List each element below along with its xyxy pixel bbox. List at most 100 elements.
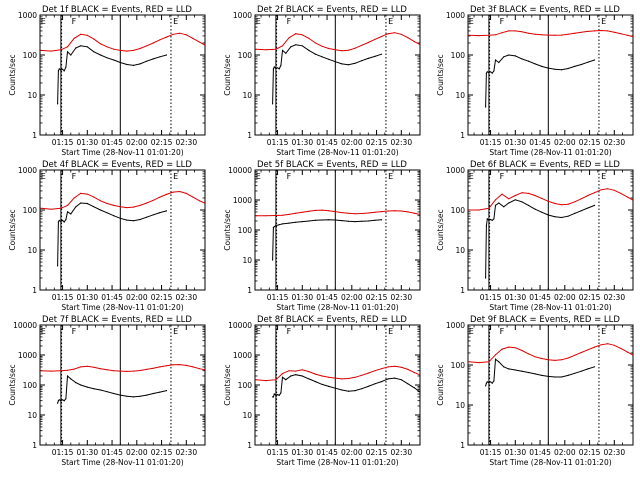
lld-series-line-point bbox=[80, 366, 82, 368]
events-series-line-point bbox=[314, 381, 317, 383]
events-series-line-point bbox=[521, 58, 523, 60]
lld-series-line-point bbox=[50, 370, 52, 372]
x-tick-label: 02:15 bbox=[366, 448, 388, 457]
events-series-line-point bbox=[541, 65, 543, 67]
events-series-line-point bbox=[374, 383, 376, 385]
panel-title: Det 2f BLACK = Events, RED = LLD bbox=[257, 5, 407, 15]
events-series-line-point bbox=[574, 372, 576, 374]
events-series-line-point bbox=[272, 396, 274, 398]
y-tick-label: 1000 bbox=[18, 351, 37, 360]
lld-series-line-point bbox=[93, 196, 95, 198]
events-series-line-point bbox=[308, 49, 310, 52]
events-series-line-point bbox=[587, 207, 589, 209]
y-tick-label: 10 bbox=[242, 91, 252, 100]
lld-series-line-point bbox=[328, 376, 330, 378]
events-series-line-point bbox=[75, 206, 77, 208]
x-tick-label: 01:45 bbox=[316, 448, 338, 457]
events-series-line-point bbox=[281, 49, 284, 52]
lld-series-line-point bbox=[631, 35, 634, 38]
events-series-line-point bbox=[60, 220, 62, 222]
events-series-line-point bbox=[272, 227, 274, 229]
events-series-line-point bbox=[63, 400, 65, 402]
x-tick-label: 02:30 bbox=[603, 293, 625, 302]
events-series-line-point bbox=[334, 61, 336, 63]
lld-series-line-point bbox=[86, 365, 88, 367]
events-series-line-point bbox=[485, 382, 487, 384]
events-series-line-point bbox=[119, 394, 121, 396]
lld-series-line-point bbox=[275, 48, 277, 50]
marker-label-e: E bbox=[601, 17, 606, 26]
events-series-line-point bbox=[488, 72, 490, 74]
lld-series-line-point bbox=[139, 369, 141, 372]
events-series-line-point bbox=[527, 204, 530, 206]
lld-series-line-point bbox=[281, 45, 284, 47]
lld-series-line-point bbox=[580, 198, 582, 200]
lld-series-line-point bbox=[560, 34, 563, 36]
events-series-line-point bbox=[314, 219, 317, 221]
y-axis-label: Counts/sec bbox=[436, 54, 445, 95]
lld-series-line-point bbox=[400, 33, 402, 35]
lld-series-line-point bbox=[295, 212, 297, 214]
x-tick-label: 02:30 bbox=[603, 138, 625, 147]
lld-series-line-point bbox=[560, 204, 563, 206]
lld-series-line-point bbox=[567, 203, 569, 205]
lld-series-line-point bbox=[400, 210, 402, 212]
events-series-line-point bbox=[485, 385, 487, 387]
events-series-line-point bbox=[494, 204, 497, 206]
events-series-line-point bbox=[341, 63, 343, 65]
lld-series-line-point bbox=[587, 194, 589, 197]
marker-label-f: F bbox=[72, 327, 77, 336]
panel-3: Det 3f BLACK = Events, RED = LLD 1 10 100 10… bbox=[436, 5, 634, 157]
lld-series-line-point bbox=[185, 364, 187, 366]
lld-series-line-point bbox=[321, 209, 323, 211]
events-series-line-point bbox=[374, 219, 376, 221]
y-tick-label: 10 bbox=[242, 256, 252, 265]
y-axis-label: Counts/sec bbox=[8, 209, 17, 250]
events-series-line-point bbox=[70, 378, 72, 380]
events-series-line-point bbox=[272, 259, 274, 261]
lld-series-line-point bbox=[413, 41, 416, 43]
x-tick-label: 01:45 bbox=[529, 448, 551, 457]
events-series-line-point bbox=[534, 373, 536, 375]
lld-series-line-point bbox=[265, 380, 267, 382]
lld-series-line-point bbox=[574, 32, 576, 34]
x-tick-label: 01:30 bbox=[76, 293, 98, 302]
events-series-line-point bbox=[334, 219, 336, 221]
events-series-line-point bbox=[63, 70, 65, 72]
lld-series-line-point bbox=[488, 361, 490, 363]
events-series-line-point bbox=[139, 63, 141, 65]
x-tick-label: 02:15 bbox=[579, 138, 601, 147]
lld-series-line-point bbox=[534, 194, 536, 197]
events-series-line-point bbox=[275, 67, 277, 70]
y-axis-label: Counts/sec bbox=[436, 364, 445, 405]
events-series-line-point bbox=[361, 388, 363, 390]
lld-series-line-point bbox=[580, 31, 582, 33]
lld-series-line-point bbox=[488, 34, 490, 36]
lld-series-line-point bbox=[374, 38, 376, 41]
y-tick-label: 10 bbox=[242, 411, 252, 420]
lld-series-line-point bbox=[607, 343, 609, 345]
x-tick-label: 01:15 bbox=[267, 138, 289, 147]
y-tick-label: 100 bbox=[451, 361, 466, 370]
lld-series-line-point bbox=[380, 368, 383, 370]
lld-series-line-point bbox=[541, 357, 543, 360]
panel-5: Det 5f BLACK = Events, RED = LLD 1 10 100 10… bbox=[223, 160, 421, 312]
y-tick-label: 1000 bbox=[446, 166, 465, 175]
x-tick-label: 01:30 bbox=[291, 448, 313, 457]
events-series-line-point bbox=[486, 218, 488, 220]
events-series-line-point bbox=[508, 368, 510, 370]
events-series-line-point bbox=[503, 56, 505, 58]
lld-series-line-point bbox=[554, 202, 556, 205]
lld-series-line-point bbox=[301, 34, 303, 36]
events-series-line-point bbox=[93, 206, 95, 208]
lld-series-line-point bbox=[541, 197, 543, 199]
lld-series-line-point bbox=[567, 33, 569, 35]
events-series-line-point bbox=[280, 392, 282, 394]
lld-series-line-point bbox=[301, 369, 303, 371]
x-tick-label: 01:15 bbox=[52, 448, 74, 457]
lld-series-line-point bbox=[172, 191, 174, 193]
lld-series-line-point bbox=[99, 200, 102, 202]
lld-series-line-point bbox=[407, 37, 409, 39]
events-series-line-point bbox=[60, 69, 62, 71]
lld-series-line-point bbox=[620, 347, 622, 349]
